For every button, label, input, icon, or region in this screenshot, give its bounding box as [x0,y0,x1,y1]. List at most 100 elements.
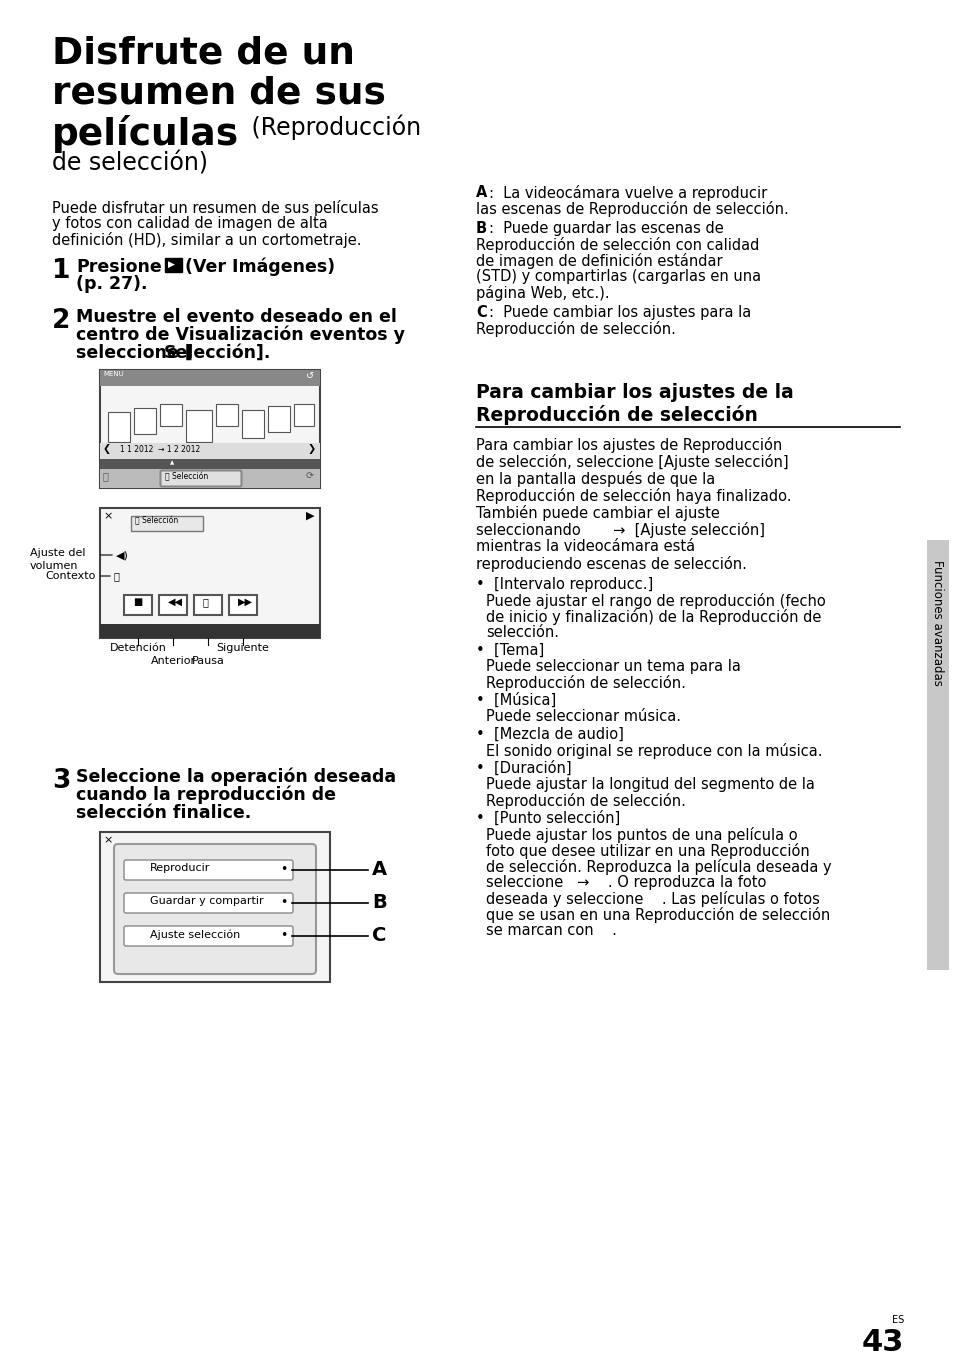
Text: •  [Punto selección]: • [Punto selección] [476,811,619,826]
Text: ⏸: ⏸ [203,597,209,607]
Text: Puede disfrutar un resumen de sus películas: Puede disfrutar un resumen de sus pelícu… [52,199,378,216]
Text: •  [Mezcla de audio]: • [Mezcla de audio] [476,727,623,742]
FancyBboxPatch shape [160,471,241,487]
FancyBboxPatch shape [124,860,293,879]
FancyBboxPatch shape [124,594,152,615]
Text: reproduciendo escenas de selección.: reproduciendo escenas de selección. [476,556,746,573]
Text: cuando la reproducción de: cuando la reproducción de [76,786,335,805]
Text: películas: películas [52,115,239,153]
Text: También puede cambiar el ajuste: También puede cambiar el ajuste [476,505,720,521]
Text: seleccionando       →  [Ajuste selección]: seleccionando → [Ajuste selección] [476,522,764,537]
Text: Siguiente: Siguiente [216,643,269,653]
Text: deseada y seleccione    . Las películas o fotos: deseada y seleccione . Las películas o f… [485,892,819,906]
Text: •: • [280,930,287,942]
Text: ❯: ❯ [308,444,315,455]
Text: de selección, seleccione [Ajuste selección]: de selección, seleccione [Ajuste selecci… [476,455,788,470]
Text: A: A [372,860,387,879]
Bar [100,370,319,489]
Text: 1: 1 [52,258,71,284]
Text: ⬛: ⬛ [103,471,109,480]
Text: definición (HD), similar a un cortometraje.: definición (HD), similar a un cortometra… [52,232,361,248]
Text: 3: 3 [52,768,71,794]
Text: Ajuste del: Ajuste del [30,548,86,558]
Text: ■: ■ [132,597,142,607]
Text: Puede seleccionar un tema para la: Puede seleccionar un tema para la [485,660,740,674]
Text: ▶: ▶ [168,261,174,269]
Text: se marcan con    .: se marcan con . [485,923,617,938]
Bar [160,404,182,426]
Text: :  Puede cambiar los ajustes para la: : Puede cambiar los ajustes para la [489,305,750,320]
Text: ◀◀: ◀◀ [168,597,183,607]
Text: ×: × [103,512,112,521]
Text: ▶: ▶ [306,512,314,521]
FancyBboxPatch shape [229,594,256,615]
Text: ⟳: ⟳ [306,471,314,480]
FancyBboxPatch shape [124,893,293,913]
Text: Para cambiar los ajustes de la: Para cambiar los ajustes de la [476,383,793,402]
FancyBboxPatch shape [159,594,187,615]
FancyBboxPatch shape [193,594,222,615]
Text: Reproducir: Reproducir [150,863,211,873]
Text: volumen: volumen [30,560,78,571]
FancyBboxPatch shape [113,844,315,974]
Text: Guardar y compartir: Guardar y compartir [150,896,263,906]
Text: selección finalice.: selección finalice. [76,803,251,822]
Text: Puede ajustar el rango de reproducción (fecho: Puede ajustar el rango de reproducción (… [485,593,825,609]
Bar [108,413,130,442]
Text: •  [Intervalo reproducc.]: • [Intervalo reproducc.] [476,577,653,592]
Text: seleccione [: seleccione [ [76,345,193,362]
Text: C: C [372,925,386,944]
Text: Contexto: Contexto [45,571,95,581]
Text: (p. 27).: (p. 27). [76,275,148,293]
Bar [100,832,330,982]
Text: ▲: ▲ [170,460,174,465]
Bar [268,406,290,432]
Text: resumen de sus: resumen de sus [52,75,385,111]
Text: de selección. Reproduzca la película deseada y: de selección. Reproduzca la película des… [485,859,831,875]
Text: y fotos con calidad de imagen de alta: y fotos con calidad de imagen de alta [52,216,328,231]
Text: ES: ES [891,1315,903,1324]
Text: Puede ajustar los puntos de una película o: Puede ajustar los puntos de una película… [485,826,797,843]
Bar [100,370,319,385]
Text: de selección): de selección) [52,152,208,176]
Text: ↺: ↺ [306,370,314,381]
Text: ×: × [103,835,112,845]
Text: Seleccione la operación deseada: Seleccione la operación deseada [76,768,395,787]
Text: que se usan en una Reproducción de selección: que se usan en una Reproducción de selec… [485,906,829,923]
Bar [133,408,156,434]
Text: 43: 43 [861,1329,903,1357]
Bar [215,404,237,426]
Text: El sonido original se reproduce con la música.: El sonido original se reproduce con la m… [485,744,821,759]
Text: ❮: ❮ [103,444,111,455]
Text: Ajuste selección: Ajuste selección [150,930,240,939]
Text: 🔧: 🔧 [113,571,120,581]
Text: foto que desee utilizar en una Reproducción: foto que desee utilizar en una Reproducc… [485,843,809,859]
Bar [294,404,314,426]
Text: ⏱ Selección: ⏱ Selección [135,516,178,525]
Text: en la pantalla después de que la: en la pantalla después de que la [476,471,715,487]
Text: (Ver Imágenes): (Ver Imágenes) [185,258,335,277]
Text: Reproducción de selección: Reproducción de selección [476,404,757,425]
Bar [100,459,319,470]
Text: •: • [280,896,287,909]
Text: Reproducción de selección con calidad: Reproducción de selección con calidad [476,237,759,252]
Text: Pausa: Pausa [192,655,224,666]
Bar [165,258,182,271]
FancyBboxPatch shape [124,925,293,946]
Text: C: C [476,305,486,320]
Text: Disfrute de un: Disfrute de un [52,35,355,71]
Text: las escenas de Reproducción de selección.: las escenas de Reproducción de selección… [476,201,788,217]
Text: •  [Música]: • [Música] [476,693,556,708]
Text: :  Puede guardar las escenas de: : Puede guardar las escenas de [489,221,723,236]
Text: Anterior: Anterior [151,655,195,666]
Bar [100,624,319,638]
Bar [100,442,319,459]
Bar [100,470,319,489]
Text: B: B [372,893,386,912]
Text: Reproducción de selección.: Reproducción de selección. [476,322,675,337]
Bar [926,540,948,970]
Text: Para cambiar los ajustes de Reproducción: Para cambiar los ajustes de Reproducción [476,437,781,453]
Text: MENU: MENU [103,370,124,377]
Text: Reproducción de selección.: Reproducción de selección. [485,674,685,691]
Text: 2: 2 [52,308,71,334]
